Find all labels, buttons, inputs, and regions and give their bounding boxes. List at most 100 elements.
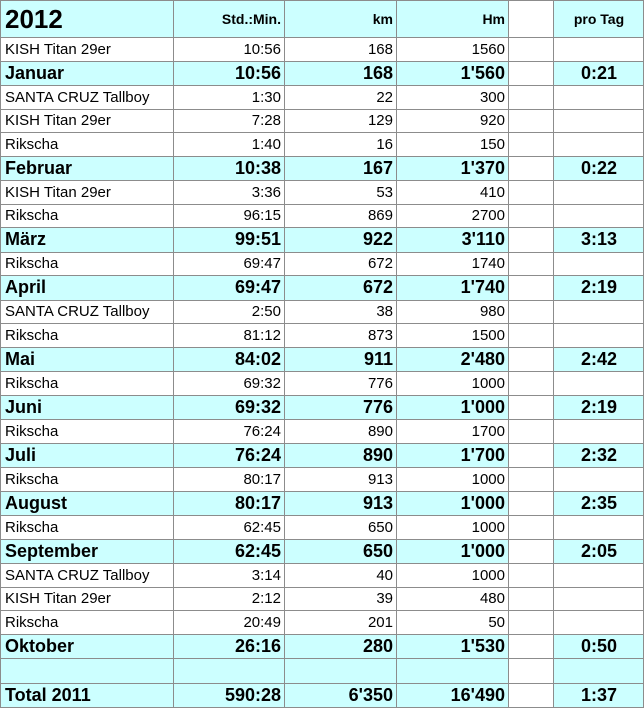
- cell-month-time[interactable]: 69:47: [174, 276, 285, 301]
- cell-detail-name[interactable]: Rikscha: [0, 516, 174, 540]
- cell-detail-time[interactable]: 69:47: [174, 252, 285, 276]
- cell-detail-time[interactable]: 81:12: [174, 324, 285, 348]
- cell-detail-time[interactable]: 10:56: [174, 38, 285, 62]
- cell-month-km[interactable]: 168: [285, 61, 397, 86]
- cell-total-name[interactable]: Total 2011: [0, 683, 174, 708]
- cell-detail-name[interactable]: KISH Titan 29er: [0, 587, 174, 611]
- cell-month-day[interactable]: 2:19: [553, 276, 644, 301]
- cell-total-time[interactable]: 590:28: [174, 683, 285, 708]
- cell-month-day[interactable]: 0:22: [553, 156, 644, 181]
- cell-month-hm[interactable]: 1'740: [397, 276, 509, 301]
- cell-detail-km[interactable]: 129: [285, 109, 397, 133]
- cell-detail-hm[interactable]: 1500: [397, 324, 509, 348]
- cell-detail-hm[interactable]: 980: [397, 300, 509, 324]
- cell-detail-day[interactable]: [553, 38, 644, 62]
- cell-month-time[interactable]: 76:24: [174, 443, 285, 468]
- cell-detail-time[interactable]: 76:24: [174, 420, 285, 444]
- cell-total-hm[interactable]: 16'490: [397, 683, 509, 708]
- cell-month-km[interactable]: 922: [285, 228, 397, 253]
- cell-detail-hm[interactable]: 1560: [397, 38, 509, 62]
- cell-detail-name[interactable]: KISH Titan 29er: [0, 38, 174, 62]
- cell-detail-km[interactable]: 53: [285, 181, 397, 205]
- cell-total-km[interactable]: 6'350: [285, 683, 397, 708]
- cell-detail-km[interactable]: 869: [285, 204, 397, 228]
- cell-detail-time[interactable]: 80:17: [174, 468, 285, 492]
- cell-spacer-name[interactable]: [0, 659, 174, 684]
- cell-month-hm[interactable]: 3'110: [397, 228, 509, 253]
- cell-detail-name[interactable]: Rikscha: [0, 252, 174, 276]
- cell-month-time[interactable]: 99:51: [174, 228, 285, 253]
- cell-month-km[interactable]: 167: [285, 156, 397, 181]
- cell-month-day[interactable]: 2:19: [553, 395, 644, 420]
- cell-month-time[interactable]: 10:56: [174, 61, 285, 86]
- cell-detail-hm[interactable]: 920: [397, 109, 509, 133]
- cell-detail-hm[interactable]: 150: [397, 133, 509, 157]
- cell-detail-day[interactable]: [553, 587, 644, 611]
- cell-detail-time[interactable]: 69:32: [174, 372, 285, 396]
- cell-detail-day[interactable]: [553, 86, 644, 110]
- cell-month-name[interactable]: Januar: [0, 61, 174, 86]
- cell-detail-name[interactable]: Rikscha: [0, 468, 174, 492]
- cell-detail-km[interactable]: 38: [285, 300, 397, 324]
- cell-month-day[interactable]: 2:05: [553, 539, 644, 564]
- cell-detail-time[interactable]: 1:30: [174, 86, 285, 110]
- cell-detail-day[interactable]: [553, 252, 644, 276]
- cell-detail-hm[interactable]: 1000: [397, 468, 509, 492]
- header-time[interactable]: Std.:Min.: [174, 0, 285, 38]
- cell-detail-time[interactable]: 2:12: [174, 587, 285, 611]
- cell-month-km[interactable]: 672: [285, 276, 397, 301]
- cell-month-day[interactable]: 0:21: [553, 61, 644, 86]
- cell-month-hm[interactable]: 1'000: [397, 539, 509, 564]
- cell-detail-time[interactable]: 62:45: [174, 516, 285, 540]
- cell-detail-time[interactable]: 3:14: [174, 564, 285, 588]
- cell-month-time[interactable]: 26:16: [174, 634, 285, 659]
- cell-month-time[interactable]: 62:45: [174, 539, 285, 564]
- cell-detail-hm[interactable]: 1000: [397, 564, 509, 588]
- cell-spacer-day[interactable]: [553, 659, 644, 684]
- cell-detail-name[interactable]: KISH Titan 29er: [0, 181, 174, 205]
- cell-detail-time[interactable]: 2:50: [174, 300, 285, 324]
- cell-month-name[interactable]: Juni: [0, 395, 174, 420]
- cell-total-day[interactable]: 1:37: [553, 683, 644, 708]
- year-cell[interactable]: 2012: [0, 0, 174, 38]
- cell-month-time[interactable]: 80:17: [174, 491, 285, 516]
- cell-month-time[interactable]: 10:38: [174, 156, 285, 181]
- cell-detail-time[interactable]: 96:15: [174, 204, 285, 228]
- cell-detail-time[interactable]: 3:36: [174, 181, 285, 205]
- cell-month-name[interactable]: August: [0, 491, 174, 516]
- cell-month-day[interactable]: 2:35: [553, 491, 644, 516]
- cell-month-name[interactable]: September: [0, 539, 174, 564]
- cell-detail-time[interactable]: 7:28: [174, 109, 285, 133]
- cell-detail-day[interactable]: [553, 300, 644, 324]
- cell-detail-day[interactable]: [553, 468, 644, 492]
- cell-detail-day[interactable]: [553, 181, 644, 205]
- cell-month-hm[interactable]: 1'700: [397, 443, 509, 468]
- cell-detail-hm[interactable]: 1000: [397, 516, 509, 540]
- cell-month-time[interactable]: 69:32: [174, 395, 285, 420]
- cell-detail-day[interactable]: [553, 109, 644, 133]
- cell-month-name[interactable]: April: [0, 276, 174, 301]
- cell-detail-km[interactable]: 890: [285, 420, 397, 444]
- cell-detail-day[interactable]: [553, 204, 644, 228]
- cell-detail-hm[interactable]: 1740: [397, 252, 509, 276]
- cell-month-km[interactable]: 911: [285, 347, 397, 372]
- cell-detail-hm[interactable]: 410: [397, 181, 509, 205]
- cell-month-hm[interactable]: 1'000: [397, 491, 509, 516]
- cell-detail-day[interactable]: [553, 420, 644, 444]
- cell-detail-time[interactable]: 1:40: [174, 133, 285, 157]
- cell-detail-name[interactable]: SANTA CRUZ Tallboy: [0, 86, 174, 110]
- cell-month-name[interactable]: Oktober: [0, 634, 174, 659]
- cell-spacer-hm[interactable]: [397, 659, 509, 684]
- cell-detail-hm[interactable]: 50: [397, 611, 509, 635]
- cell-spacer-km[interactable]: [285, 659, 397, 684]
- cell-detail-day[interactable]: [553, 133, 644, 157]
- cell-detail-hm[interactable]: 300: [397, 86, 509, 110]
- cell-month-name[interactable]: Februar: [0, 156, 174, 181]
- cell-detail-km[interactable]: 39: [285, 587, 397, 611]
- cell-detail-km[interactable]: 22: [285, 86, 397, 110]
- cell-month-km[interactable]: 650: [285, 539, 397, 564]
- cell-detail-day[interactable]: [553, 516, 644, 540]
- cell-detail-day[interactable]: [553, 611, 644, 635]
- cell-detail-hm[interactable]: 1700: [397, 420, 509, 444]
- cell-month-day[interactable]: 0:50: [553, 634, 644, 659]
